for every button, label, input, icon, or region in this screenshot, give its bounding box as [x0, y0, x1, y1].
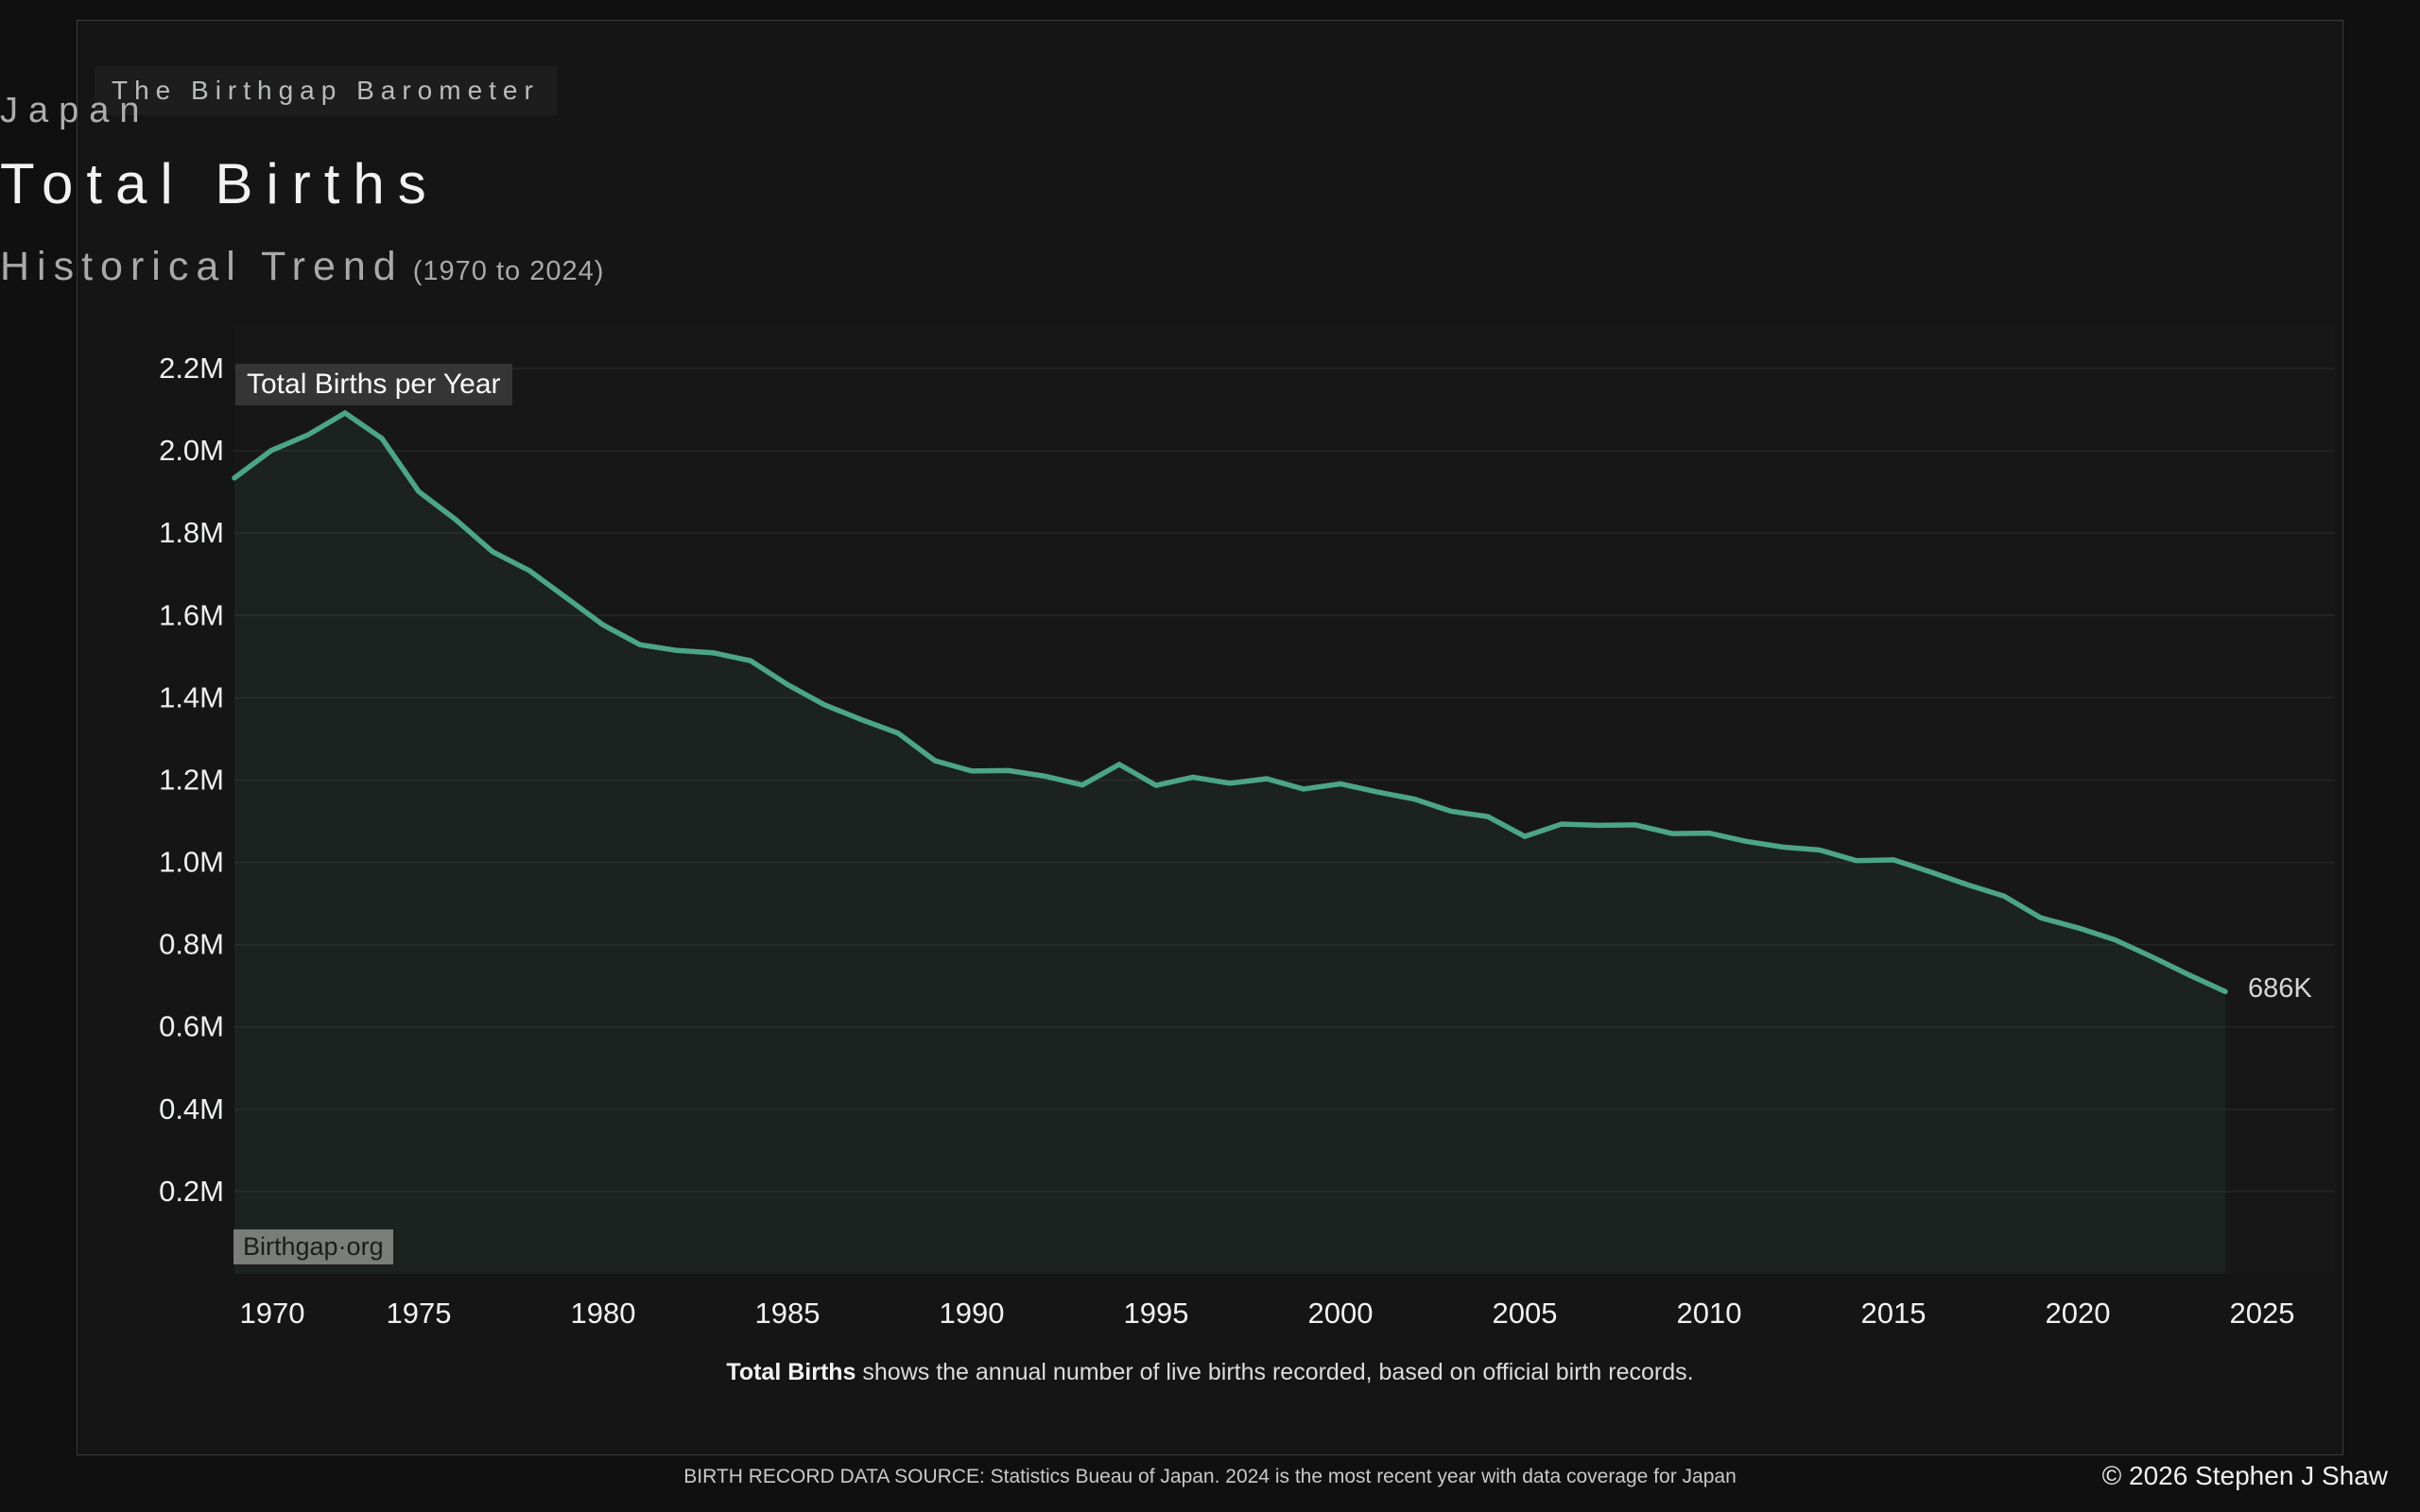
chart-country-title: Japan [0, 91, 150, 130]
plot-area [234, 321, 2335, 1274]
chart-caption: Total Births shows the annual number of … [0, 1359, 2420, 1386]
brand-badge: The Birthgap Barometer [95, 66, 557, 115]
x-tick-label: 1975 [387, 1297, 452, 1330]
x-tick-label: 2015 [1861, 1297, 1927, 1330]
y-tick-label: 2.0M [159, 434, 224, 467]
watermark-badge[interactable]: Birthgap·org [233, 1229, 393, 1264]
area-fill [234, 413, 2225, 1274]
x-tick-label: 2000 [1308, 1297, 1374, 1330]
chart-subtitle-text: Historical Trend [0, 244, 404, 289]
series-label-badge: Total Births per Year [235, 364, 512, 405]
x-tick-label: 1970 [240, 1297, 305, 1330]
y-tick-label: 0.8M [159, 928, 224, 961]
chart-main-title: Total Births [0, 152, 440, 215]
births-trend-line [232, 409, 2228, 995]
y-tick-label: 1.2M [159, 763, 224, 796]
y-tick-label: 1.0M [159, 846, 224, 879]
y-tick-label: 2.2M [159, 352, 224, 385]
y-tick-label: 0.6M [159, 1010, 224, 1043]
y-tick-label: 0.4M [159, 1092, 224, 1125]
end-value-label: 686K [2248, 973, 2312, 1004]
caption-term: Total Births [726, 1359, 856, 1385]
chart-subtitle-range: (1970 to 2024) [412, 256, 605, 286]
caption-text: shows the annual number of live births r… [856, 1359, 1694, 1385]
copyright-note: © 2026 Stephen J Shaw [2101, 1461, 2388, 1490]
y-tick-label: 1.8M [159, 516, 224, 549]
x-tick-label: 1995 [1124, 1297, 1189, 1330]
x-tick-label: 2010 [1677, 1297, 1742, 1330]
x-tick-label: 1990 [940, 1297, 1005, 1330]
y-tick-label: 1.6M [159, 598, 224, 631]
x-tick-label: 2025 [2230, 1297, 2295, 1330]
x-tick-label: 1980 [571, 1297, 636, 1330]
y-tick-label: 1.4M [159, 680, 224, 713]
x-tick-label: 2005 [1493, 1297, 1558, 1330]
data-source-note: BIRTH RECORD DATA SOURCE: Statistics Bue… [683, 1466, 1737, 1487]
chart-subtitle: Historical Trend (1970 to 2024) [0, 244, 2420, 290]
x-tick-label: 2020 [2046, 1297, 2111, 1330]
y-tick-label: 0.2M [159, 1175, 224, 1208]
x-tick-label: 1985 [755, 1297, 821, 1330]
